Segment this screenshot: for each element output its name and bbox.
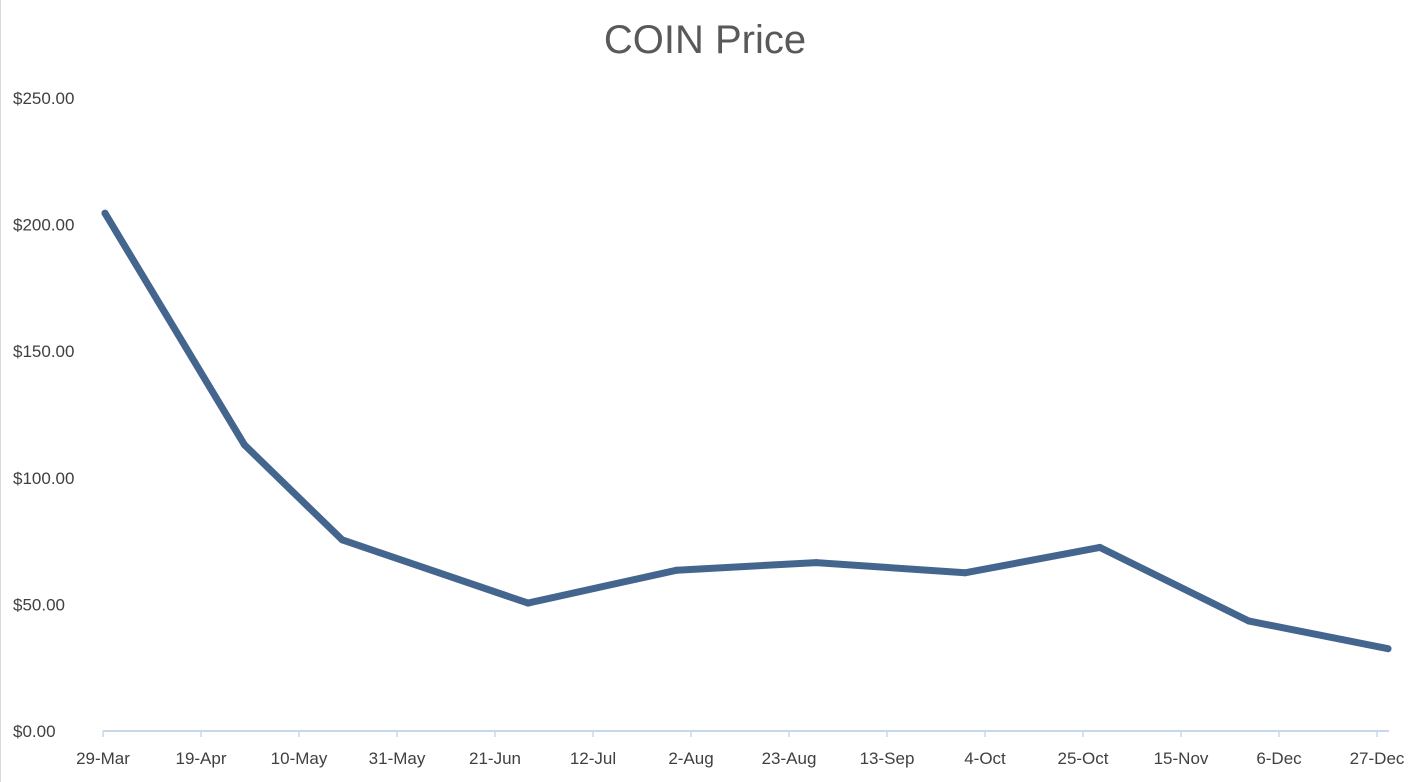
x-tick-label: 29-Mar: [76, 749, 130, 768]
x-tick-label: 21-Jun: [469, 749, 521, 768]
y-tick-label: $100.00: [13, 469, 74, 488]
series-line: [101, 209, 1392, 653]
x-tick-label: 23-Aug: [762, 749, 817, 768]
x-tick-label: 31-May: [369, 749, 426, 768]
x-tick-label: 27-Dec: [1350, 749, 1405, 768]
chart-title: COIN Price: [603, 18, 807, 62]
data-point: [1096, 543, 1104, 551]
y-tick-label: $200.00: [13, 216, 74, 235]
data-point: [101, 209, 109, 217]
y-tick-label: $150.00: [13, 342, 74, 361]
data-point: [961, 569, 969, 577]
data-point: [1384, 645, 1392, 653]
y-tick-label: $0.00: [13, 722, 56, 741]
x-tick-label: 12-Jul: [570, 749, 616, 768]
y-tick-label: $250.00: [13, 89, 74, 108]
data-point: [524, 599, 532, 607]
x-tick-label: 4-Oct: [964, 749, 1006, 768]
x-tick-label: 2-Aug: [668, 749, 713, 768]
data-point: [673, 566, 681, 574]
x-tick-label: 25-Oct: [1057, 749, 1108, 768]
x-tick-label: 15-Nov: [1154, 749, 1209, 768]
x-tick-label: 6-Dec: [1256, 749, 1302, 768]
data-point: [1245, 617, 1252, 625]
x-tick-label: 19-Apr: [175, 749, 226, 768]
data-point: [241, 441, 248, 449]
y-tick-label: $50.00: [13, 595, 65, 614]
data-point: [338, 536, 346, 544]
data-point: [812, 559, 820, 567]
x-tick-label: 13-Sep: [860, 749, 915, 768]
x-tick-label: 10-May: [271, 749, 328, 768]
